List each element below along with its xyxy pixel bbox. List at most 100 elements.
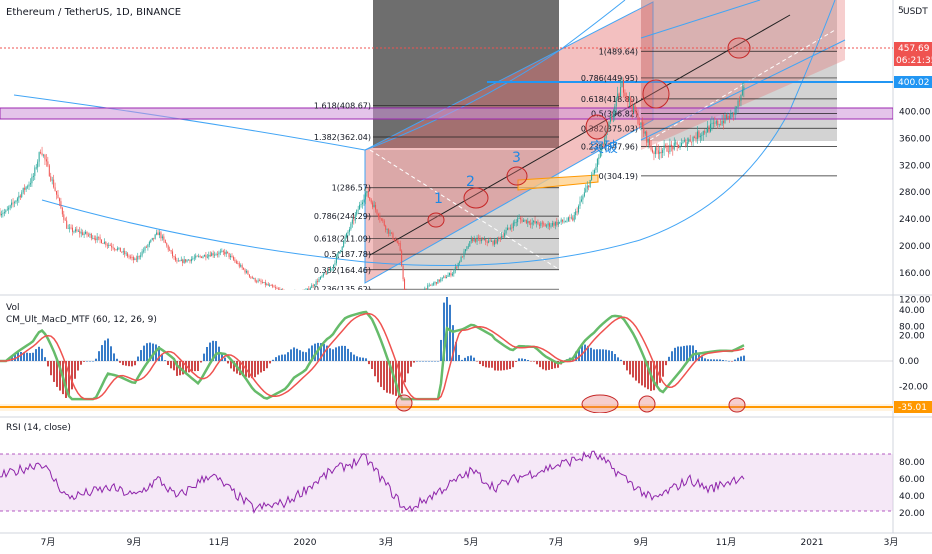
wave-label-1: 1 xyxy=(434,191,443,207)
highlight-circle[interactable] xyxy=(728,397,746,413)
candle-body xyxy=(601,144,603,152)
channel-line-lower[interactable] xyxy=(640,39,846,141)
macd-histogram-bar xyxy=(383,361,385,391)
candle-body xyxy=(12,202,14,204)
time-axis[interactable]: 7月 9月 11月 2020 3月 5月 7月 9月 11月 2021 3月 xyxy=(41,537,899,548)
macd-signal-line[interactable] xyxy=(0,312,745,400)
time-tick-label: 2021 xyxy=(801,538,824,548)
highlight-circle[interactable] xyxy=(585,114,609,140)
curve-arc[interactable] xyxy=(364,0,626,151)
candle-body xyxy=(121,251,123,253)
candle-body xyxy=(306,288,308,290)
dashed-diagonal[interactable] xyxy=(369,149,561,271)
price-tick-label: 120.00 xyxy=(899,296,931,306)
curve-channel-upper[interactable] xyxy=(13,94,366,151)
macd-value-tag xyxy=(894,401,932,413)
candle-body xyxy=(489,240,491,242)
candle-body xyxy=(654,147,656,154)
highlight-circle[interactable] xyxy=(463,187,489,209)
projection-box-dark[interactable] xyxy=(373,0,559,148)
rsi-axis[interactable]: 80.00 60.00 40.00 20.00 xyxy=(899,458,925,519)
fib-box-left[interactable] xyxy=(373,150,559,270)
candle-body xyxy=(575,211,577,215)
macd-histogram-bar xyxy=(347,348,349,361)
highlight-circle[interactable] xyxy=(727,37,751,59)
price-axis[interactable]: 480.00440.00400.00360.00320.00280.00240.… xyxy=(899,54,931,333)
highlight-circle[interactable] xyxy=(638,395,656,413)
candle-body xyxy=(583,192,585,197)
candle-body xyxy=(130,256,131,258)
candle-body xyxy=(27,186,29,188)
macd-histogram-bar xyxy=(725,360,727,362)
highlight-circle[interactable] xyxy=(642,79,670,109)
channel-midline[interactable] xyxy=(369,14,791,256)
curve-channel-lower[interactable] xyxy=(41,0,836,266)
candle-body xyxy=(102,243,104,244)
fib-level-label: 0.236(135.62) xyxy=(314,285,371,294)
candle-body xyxy=(431,284,433,286)
macd-histogram-bar xyxy=(671,351,673,361)
highlight-circle[interactable] xyxy=(581,394,619,413)
candle-body xyxy=(199,256,201,257)
highlight-circle[interactable] xyxy=(395,394,413,412)
rsi-label[interactable]: RSI (14, close) xyxy=(6,423,71,433)
candles[interactable] xyxy=(0,76,745,307)
candle-body xyxy=(595,166,597,171)
candle-body xyxy=(434,282,436,284)
candle-body xyxy=(301,291,302,292)
candle-body xyxy=(508,227,510,229)
price-tick-label: 160.00 xyxy=(899,269,931,279)
consolidation-triangle[interactable] xyxy=(517,174,599,191)
channel-line-upper[interactable] xyxy=(640,0,761,39)
candle-body xyxy=(341,246,343,251)
macd-histogram-bar xyxy=(287,352,289,361)
candle-body xyxy=(350,223,352,230)
candle-body xyxy=(527,221,529,224)
candle-body xyxy=(447,275,449,277)
candle-body xyxy=(449,273,450,276)
rsi-tick-label: 20.00 xyxy=(899,509,925,519)
macd-histogram-bar xyxy=(74,361,76,379)
macd-histogram-bar xyxy=(20,351,22,361)
candle-body xyxy=(238,263,240,267)
candle-body xyxy=(208,254,210,257)
macd-tick-label: 20.00 xyxy=(899,332,925,342)
highlight-circle[interactable] xyxy=(506,166,528,186)
symbol-title[interactable]: Ethereum / TetherUS, 1D, BINANCE xyxy=(6,7,181,18)
macd-histogram-bar xyxy=(716,359,718,361)
macd-histogram-bar xyxy=(539,361,541,368)
macd-axis[interactable]: 40.00 20.00 0.00 -20.00 xyxy=(899,306,928,392)
macd-histogram-bar xyxy=(23,352,25,361)
candle-body xyxy=(287,292,288,293)
macd-label[interactable]: CM_Ult_MacD_MTF (60, 12, 26, 9) xyxy=(6,315,157,325)
macd-value: -35.01 xyxy=(898,403,927,413)
candle-body xyxy=(69,227,71,229)
rsi-line[interactable] xyxy=(0,450,745,514)
candle-body xyxy=(295,292,296,293)
candle-body xyxy=(375,204,377,210)
macd-histogram[interactable] xyxy=(0,283,745,398)
macd-histogram-bar xyxy=(554,361,556,369)
currency-label[interactable]: USDT xyxy=(903,7,928,17)
purple-resistance-band[interactable] xyxy=(0,107,893,120)
macd-histogram-bar xyxy=(329,348,331,361)
macd-histogram-bar xyxy=(176,361,178,376)
candle-body xyxy=(264,282,266,285)
candle-body xyxy=(525,219,527,224)
candle-body xyxy=(31,177,33,184)
volume-label[interactable]: Vol xyxy=(6,303,19,313)
candle-body xyxy=(740,94,742,101)
candle-body xyxy=(331,268,333,270)
candle-body xyxy=(300,291,301,294)
macd-histogram-bar xyxy=(626,361,628,371)
macd-histogram-bar xyxy=(602,349,604,361)
highlight-circle[interactable] xyxy=(427,212,445,228)
candle-body xyxy=(466,246,468,250)
price-tick-label: 200.00 xyxy=(899,242,931,252)
macd-histogram-bar xyxy=(197,361,199,371)
candle-body xyxy=(227,251,229,253)
macd-line[interactable] xyxy=(0,310,745,401)
candle-body xyxy=(234,259,236,262)
candle-body xyxy=(273,286,275,288)
